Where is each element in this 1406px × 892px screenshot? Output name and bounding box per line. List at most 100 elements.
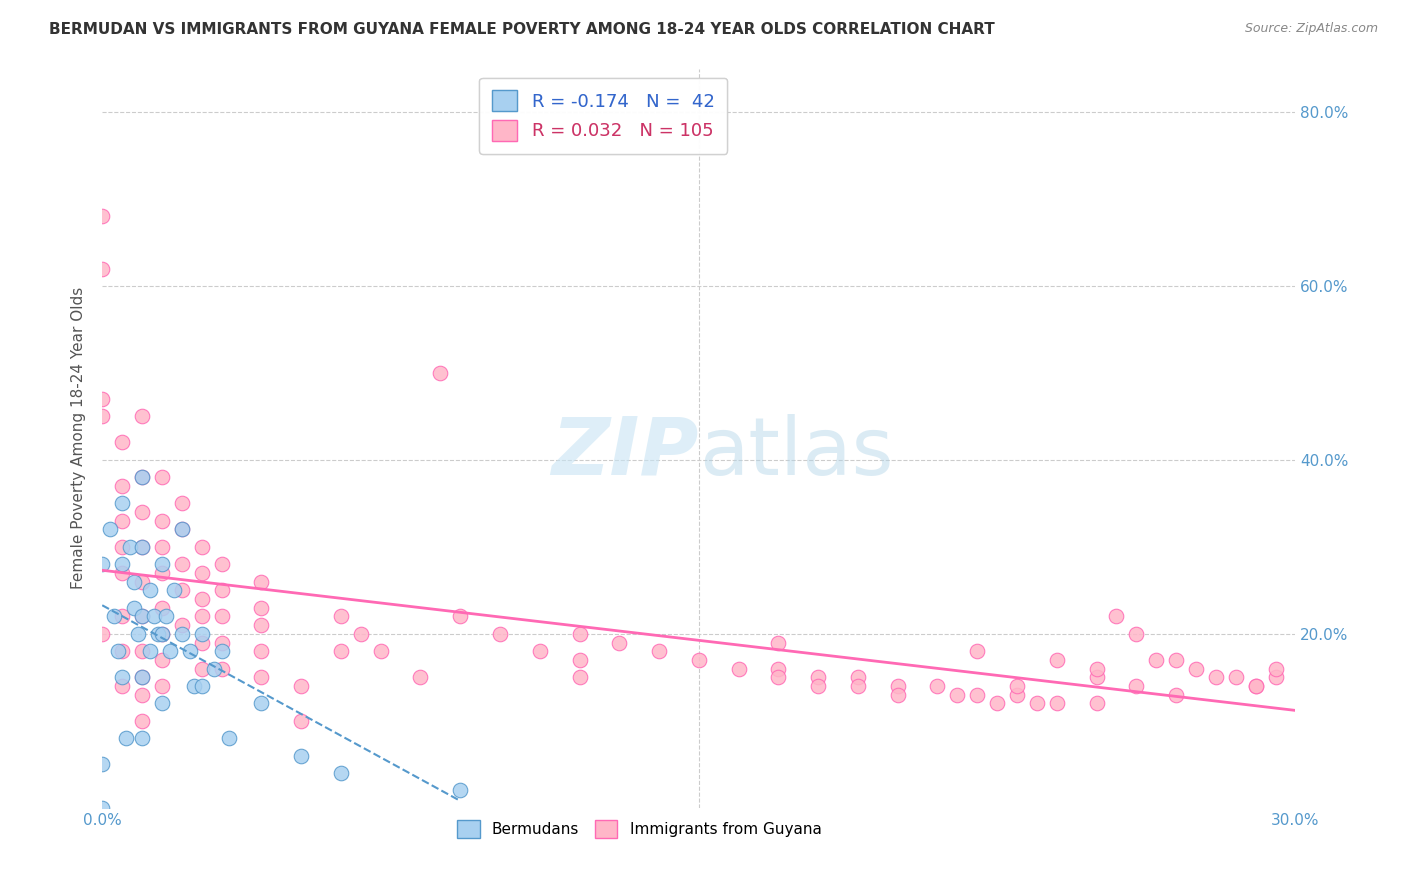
Point	[1166, 653, 1188, 667]
Point	[688, 653, 710, 667]
Point	[190, 609, 212, 624]
Point	[91, 409, 114, 424]
Point	[163, 583, 186, 598]
Point	[1085, 662, 1108, 676]
Point	[250, 644, 273, 658]
Point	[122, 574, 145, 589]
Point	[150, 470, 173, 484]
Point	[250, 574, 273, 589]
Point	[568, 627, 591, 641]
Point	[768, 635, 790, 649]
Point	[846, 679, 869, 693]
Point	[150, 558, 173, 572]
Point	[1185, 662, 1208, 676]
Point	[768, 670, 790, 684]
Point	[607, 635, 630, 649]
Point	[211, 609, 233, 624]
Point	[1046, 697, 1069, 711]
Point	[170, 618, 193, 632]
Point	[449, 783, 471, 797]
Point	[290, 679, 312, 693]
Point	[111, 644, 134, 658]
Point	[127, 627, 149, 641]
Point	[103, 609, 125, 624]
Point	[170, 496, 193, 510]
Point	[1025, 697, 1047, 711]
Point	[150, 679, 173, 693]
Point	[111, 670, 134, 684]
Point	[1125, 679, 1147, 693]
Point	[846, 670, 869, 684]
Point	[131, 470, 153, 484]
Point	[150, 653, 173, 667]
Point	[190, 679, 212, 693]
Point	[107, 644, 129, 658]
Point	[329, 609, 352, 624]
Point	[142, 609, 165, 624]
Point	[183, 679, 205, 693]
Point	[139, 644, 162, 658]
Point	[211, 583, 233, 598]
Point	[329, 644, 352, 658]
Point	[648, 644, 671, 658]
Point	[1244, 679, 1267, 693]
Point	[886, 688, 908, 702]
Point	[131, 731, 153, 746]
Point	[131, 609, 153, 624]
Point	[170, 627, 193, 641]
Point	[170, 523, 193, 537]
Point	[115, 731, 138, 746]
Point	[946, 688, 969, 702]
Point	[91, 558, 114, 572]
Point	[1264, 670, 1286, 684]
Point	[111, 558, 134, 572]
Point	[190, 592, 212, 607]
Point	[150, 566, 173, 580]
Point	[568, 653, 591, 667]
Point	[111, 540, 134, 554]
Point	[190, 540, 212, 554]
Text: ZIP: ZIP	[551, 414, 699, 491]
Point	[1205, 670, 1227, 684]
Point	[1005, 679, 1028, 693]
Point	[190, 635, 212, 649]
Point	[150, 600, 173, 615]
Point	[150, 627, 173, 641]
Point	[1225, 670, 1247, 684]
Point	[98, 523, 121, 537]
Point	[568, 670, 591, 684]
Point	[727, 662, 749, 676]
Point	[211, 558, 233, 572]
Point	[370, 644, 392, 658]
Point	[131, 714, 153, 728]
Point	[118, 540, 141, 554]
Point	[131, 609, 153, 624]
Point	[1005, 688, 1028, 702]
Point	[250, 600, 273, 615]
Point	[927, 679, 949, 693]
Point	[131, 540, 153, 554]
Point	[131, 540, 153, 554]
Point	[111, 609, 134, 624]
Point	[150, 627, 173, 641]
Point	[1244, 679, 1267, 693]
Point	[807, 670, 830, 684]
Point	[250, 697, 273, 711]
Text: Source: ZipAtlas.com: Source: ZipAtlas.com	[1244, 22, 1378, 36]
Text: atlas: atlas	[699, 414, 893, 491]
Point	[1125, 627, 1147, 641]
Y-axis label: Female Poverty Among 18-24 Year Olds: Female Poverty Among 18-24 Year Olds	[72, 287, 86, 590]
Point	[211, 662, 233, 676]
Legend: Bermudans, Immigrants from Guyana: Bermudans, Immigrants from Guyana	[451, 814, 828, 845]
Point	[131, 470, 153, 484]
Point	[131, 409, 153, 424]
Point	[807, 679, 830, 693]
Point	[111, 479, 134, 493]
Point	[111, 435, 134, 450]
Point	[1085, 697, 1108, 711]
Point	[350, 627, 373, 641]
Point	[146, 627, 169, 641]
Point	[202, 662, 225, 676]
Point	[329, 766, 352, 780]
Point	[91, 210, 114, 224]
